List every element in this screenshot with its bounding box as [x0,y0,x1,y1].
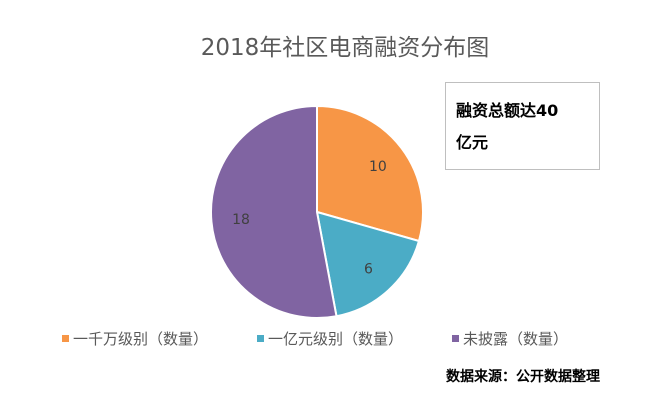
legend-swatch-2 [452,335,459,342]
chart-title: 2018年社区电商融资分布图 [200,35,490,61]
pie-slice-0 [316,104,424,243]
legend-label-1: 一亿元级别（数量） [268,330,404,348]
legend-label-0: 一千万级别（数量） [73,330,209,348]
legend-label-2: 未披露（数量） [463,330,569,348]
legend-item-1: 一亿元级别（数量） [257,328,403,349]
data-source: 数据来源：公开数据整理 [446,369,600,385]
pie-slice-2 [210,104,338,319]
legend-item-0: 一千万级别（数量） [62,328,208,349]
data-label-2: 18 [232,212,250,228]
data-label-1: 6 [364,261,373,277]
pie-slice-1 [315,210,421,318]
data-label-0: 10 [369,159,387,175]
annotation-line1: 融资总额达40 [456,101,559,120]
legend-swatch-0 [62,335,69,342]
annotation-line2: 亿元 [456,133,489,152]
legend-swatch-1 [257,335,264,342]
legend-item-2: 未披露（数量） [452,328,568,349]
annotation-box: 融资总额达40 亿元 [445,82,600,170]
